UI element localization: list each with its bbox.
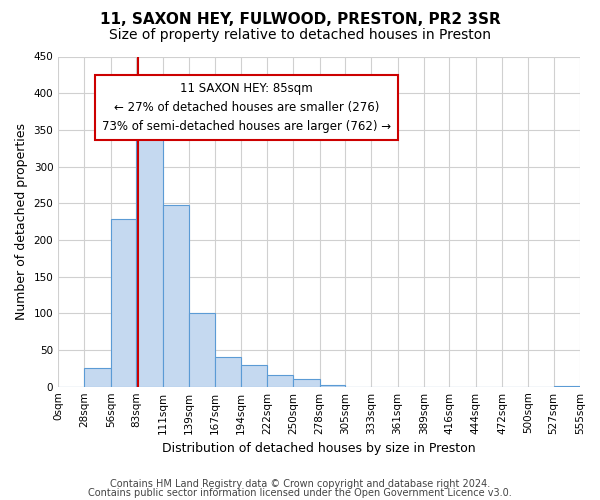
Bar xyxy=(241,364,267,386)
Text: Size of property relative to detached houses in Preston: Size of property relative to detached ho… xyxy=(109,28,491,42)
Bar xyxy=(320,385,345,386)
Bar xyxy=(293,380,320,386)
Bar xyxy=(136,132,163,386)
Text: Contains HM Land Registry data © Crown copyright and database right 2024.: Contains HM Land Registry data © Crown c… xyxy=(110,479,490,489)
Bar xyxy=(111,220,136,386)
Text: Contains public sector information licensed under the Open Government Licence v3: Contains public sector information licen… xyxy=(88,488,512,498)
X-axis label: Distribution of detached houses by size in Preston: Distribution of detached houses by size … xyxy=(162,442,476,455)
Text: 11, SAXON HEY, FULWOOD, PRESTON, PR2 3SR: 11, SAXON HEY, FULWOOD, PRESTON, PR2 3SR xyxy=(100,12,500,28)
Text: 11 SAXON HEY: 85sqm
← 27% of detached houses are smaller (276)
73% of semi-detac: 11 SAXON HEY: 85sqm ← 27% of detached ho… xyxy=(101,82,391,133)
Bar xyxy=(85,368,111,386)
Bar xyxy=(163,206,189,386)
Bar xyxy=(189,312,215,386)
Bar xyxy=(215,356,241,386)
Y-axis label: Number of detached properties: Number of detached properties xyxy=(15,123,28,320)
Bar xyxy=(267,375,293,386)
